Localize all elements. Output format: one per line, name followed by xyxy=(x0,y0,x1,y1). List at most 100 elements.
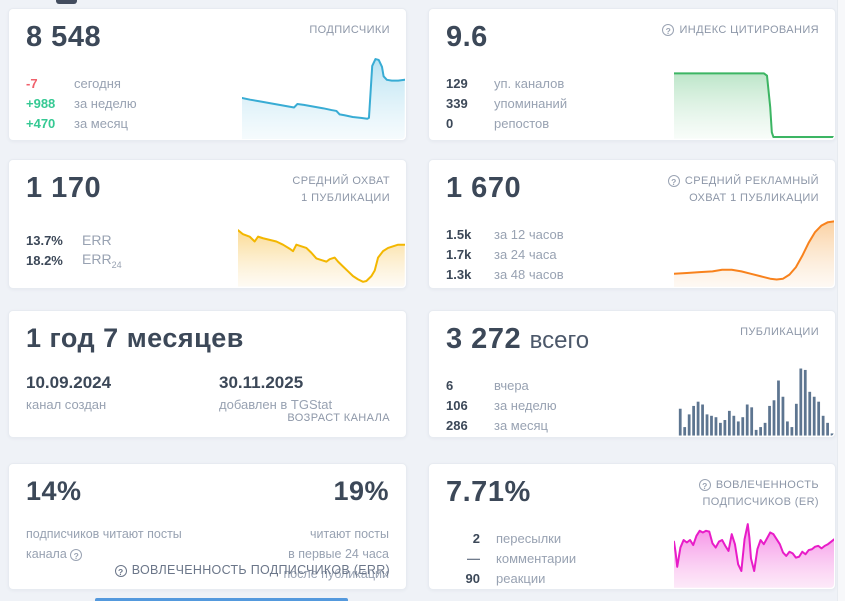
citation-sparkline-chart xyxy=(673,60,834,139)
stat-row: -7 сегодня xyxy=(26,73,137,93)
stat-value: 18.2% xyxy=(26,252,63,268)
stat-row: 339 упоминаний xyxy=(446,93,567,113)
avg-reach-card: СРЕДНИЙ ОХВАТ 1 ПУБЛИКАЦИИ 1 170 13.7% ERR… xyxy=(8,159,407,289)
stat-value: 339 xyxy=(446,95,468,111)
tgstat-added-date: 30.11.2025 xyxy=(219,373,304,392)
subscribers-stats: -7 сегодня +988 за неделю +470 за месяц xyxy=(26,73,137,133)
avg-reach-stats: 13.7% ERR 18.2% ERR24 xyxy=(26,230,122,270)
publications-card-label: ПУБЛИКАЦИИ xyxy=(740,326,819,338)
publications-stats: 6 вчера 106 за неделю 286 за месяц xyxy=(446,375,557,435)
avg-reach-sparkline-chart xyxy=(238,206,405,287)
stat-label: уп. каналов xyxy=(494,75,565,91)
avg-reach-value: 1 170 xyxy=(26,172,102,204)
help-icon[interactable]: ? xyxy=(662,24,675,36)
stat-value: +988 xyxy=(26,95,56,111)
err-left-description: подписчиков читают посты канала ? xyxy=(26,527,182,561)
citation-card-label: ? ИНДЕКС ЦИТИРОВАНИЯ xyxy=(662,22,819,39)
stat-label: репостов xyxy=(494,115,550,131)
stat-value: +470 xyxy=(26,115,56,131)
stat-row: 90 реакции xyxy=(446,568,576,588)
stat-label: упоминаний xyxy=(494,95,568,111)
stat-label: сегодня xyxy=(74,75,121,91)
stat-row: 1.5k за 12 часов xyxy=(446,224,564,244)
stat-label: за 12 часов xyxy=(494,226,564,242)
subscribers-count: 8 548 xyxy=(26,21,102,53)
citation-index-card: ? ИНДЕКС ЦИТИРОВАНИЯ 9.6 129 уп. каналов 3… xyxy=(428,8,836,141)
tgstat-added-label: добавлен в TGStat xyxy=(219,397,333,412)
err-right-description: читают посты в первые 24 часа после публ… xyxy=(283,527,389,581)
scrollbar[interactable] xyxy=(837,0,845,601)
publications-card: ПУБЛИКАЦИИ 3 272 всего 6 вчера 106 за неде… xyxy=(428,310,836,438)
stat-label: за неделю xyxy=(74,95,137,111)
er-value: 7.71% xyxy=(446,476,531,508)
avg-ad-reach-card: ? СРЕДНИЙ РЕКЛАМНЫЙ ОХВАТ 1 ПУБЛИКАЦИИ 1 6… xyxy=(428,159,836,289)
stat-label: за 48 часов xyxy=(494,266,564,282)
subscribers-card: ПОДПИСЧИКИ 8 548 -7 сегодня +988 за неделю… xyxy=(8,8,407,141)
stat-label: вчера xyxy=(494,377,529,393)
stat-label: за месяц xyxy=(494,417,548,433)
stat-value: 286 xyxy=(446,417,468,433)
stat-label: пересылки xyxy=(496,530,562,546)
stat-value: 0 xyxy=(446,115,454,131)
help-icon[interactable]: ? xyxy=(698,479,711,491)
stat-row: 106 за неделю xyxy=(446,395,557,415)
channel-created-label: канал создан xyxy=(26,397,107,412)
avg-ad-reach-value: 1 670 xyxy=(446,172,522,204)
stat-label: ERR xyxy=(82,232,112,248)
channel-age-card: 1 год 7 месяцев 10.09.2024 канал создан … xyxy=(8,310,407,438)
stat-label: реакции xyxy=(496,570,546,586)
stat-value: 129 xyxy=(446,75,468,91)
er-sparkline-chart xyxy=(673,504,834,588)
stat-label: за месяц xyxy=(74,115,128,131)
stat-row: 1.7k за 24 часа xyxy=(446,244,564,264)
stat-row: 1.3k за 48 часов xyxy=(446,264,564,284)
channel-created-block: 10.09.2024 канал создан xyxy=(26,373,111,412)
stat-row: — комментарии xyxy=(446,548,576,568)
stat-row: 18.2% ERR24 xyxy=(26,250,122,270)
publications-total: 3 272 всего xyxy=(446,323,590,355)
stat-row: 6 вчера xyxy=(446,375,557,395)
avg-reach-card-label: СРЕДНИЙ ОХВАТ 1 ПУБЛИКАЦИИ xyxy=(292,175,390,205)
stat-label: за неделю xyxy=(494,397,557,413)
ad-reach-sparkline-chart xyxy=(673,205,834,287)
publications-bar-chart xyxy=(678,365,834,436)
err-card-label: ? ВОВЛЕЧЕННОСТЬ ПОДПИСЧИКОВ (ERR) xyxy=(114,563,390,577)
stat-value: 1.5k xyxy=(446,226,472,242)
help-icon[interactable]: ? xyxy=(70,549,83,561)
stat-row: +470 за месяц xyxy=(26,113,137,133)
er-card: ? ВОВЛЕЧЕННОСТЬ ПОДПИСЧИКОВ (ER) 7.71% 2 пе… xyxy=(428,463,836,590)
stat-row: 2 пересылки xyxy=(446,528,576,548)
channel-age-card-label: ВОЗРАСТ КАНАЛА xyxy=(287,412,390,424)
stat-label: за 24 часа xyxy=(494,246,557,262)
stat-value: — xyxy=(467,550,480,566)
stat-value: -7 xyxy=(26,75,38,91)
citation-stats: 129 уп. каналов 339 упоминаний 0 репостов xyxy=(446,73,567,133)
stat-row: 129 уп. каналов xyxy=(446,73,567,93)
stat-value: 2 xyxy=(472,530,480,546)
avg-ad-reach-card-label: ? СРЕДНИЙ РЕКЛАМНЫЙ ОХВАТ 1 ПУБЛИКАЦИИ xyxy=(667,173,819,207)
stat-value: 1.3k xyxy=(446,266,472,282)
stat-value: 13.7% xyxy=(26,232,63,248)
subscribers-card-label: ПОДПИСЧИКИ xyxy=(309,24,390,36)
stat-value: 106 xyxy=(446,397,468,413)
er-stats: 2 пересылки — комментарии 90 реакции xyxy=(446,528,577,588)
stat-row: 13.7% ERR xyxy=(26,230,122,250)
stat-value: 90 xyxy=(465,570,480,586)
err-card: 14% 19% подписчиков читают посты канала … xyxy=(8,463,407,590)
bottom-partial-element xyxy=(95,598,348,601)
stat-label: ERR24 xyxy=(82,250,122,270)
stat-row: 0 репостов xyxy=(446,113,567,133)
stat-row: 286 за месяц xyxy=(446,415,557,435)
help-icon[interactable]: ? xyxy=(114,565,127,577)
top-partial-element xyxy=(56,0,77,4)
stat-row: +988 за неделю xyxy=(26,93,137,113)
subscribers-sparkline-chart xyxy=(242,53,405,139)
er-card-label: ? ВОВЛЕЧЕННОСТЬ ПОДПИСЧИКОВ (ER) xyxy=(698,477,819,511)
stat-value: 1.7k xyxy=(446,246,472,262)
tgstat-added-block: 30.11.2025 добавлен в TGStat xyxy=(219,373,332,412)
channel-created-date: 10.09.2024 xyxy=(26,373,112,392)
help-icon[interactable]: ? xyxy=(667,175,680,187)
err-read-24h-percent: 19% xyxy=(333,476,389,506)
stat-value: 6 xyxy=(446,377,454,393)
